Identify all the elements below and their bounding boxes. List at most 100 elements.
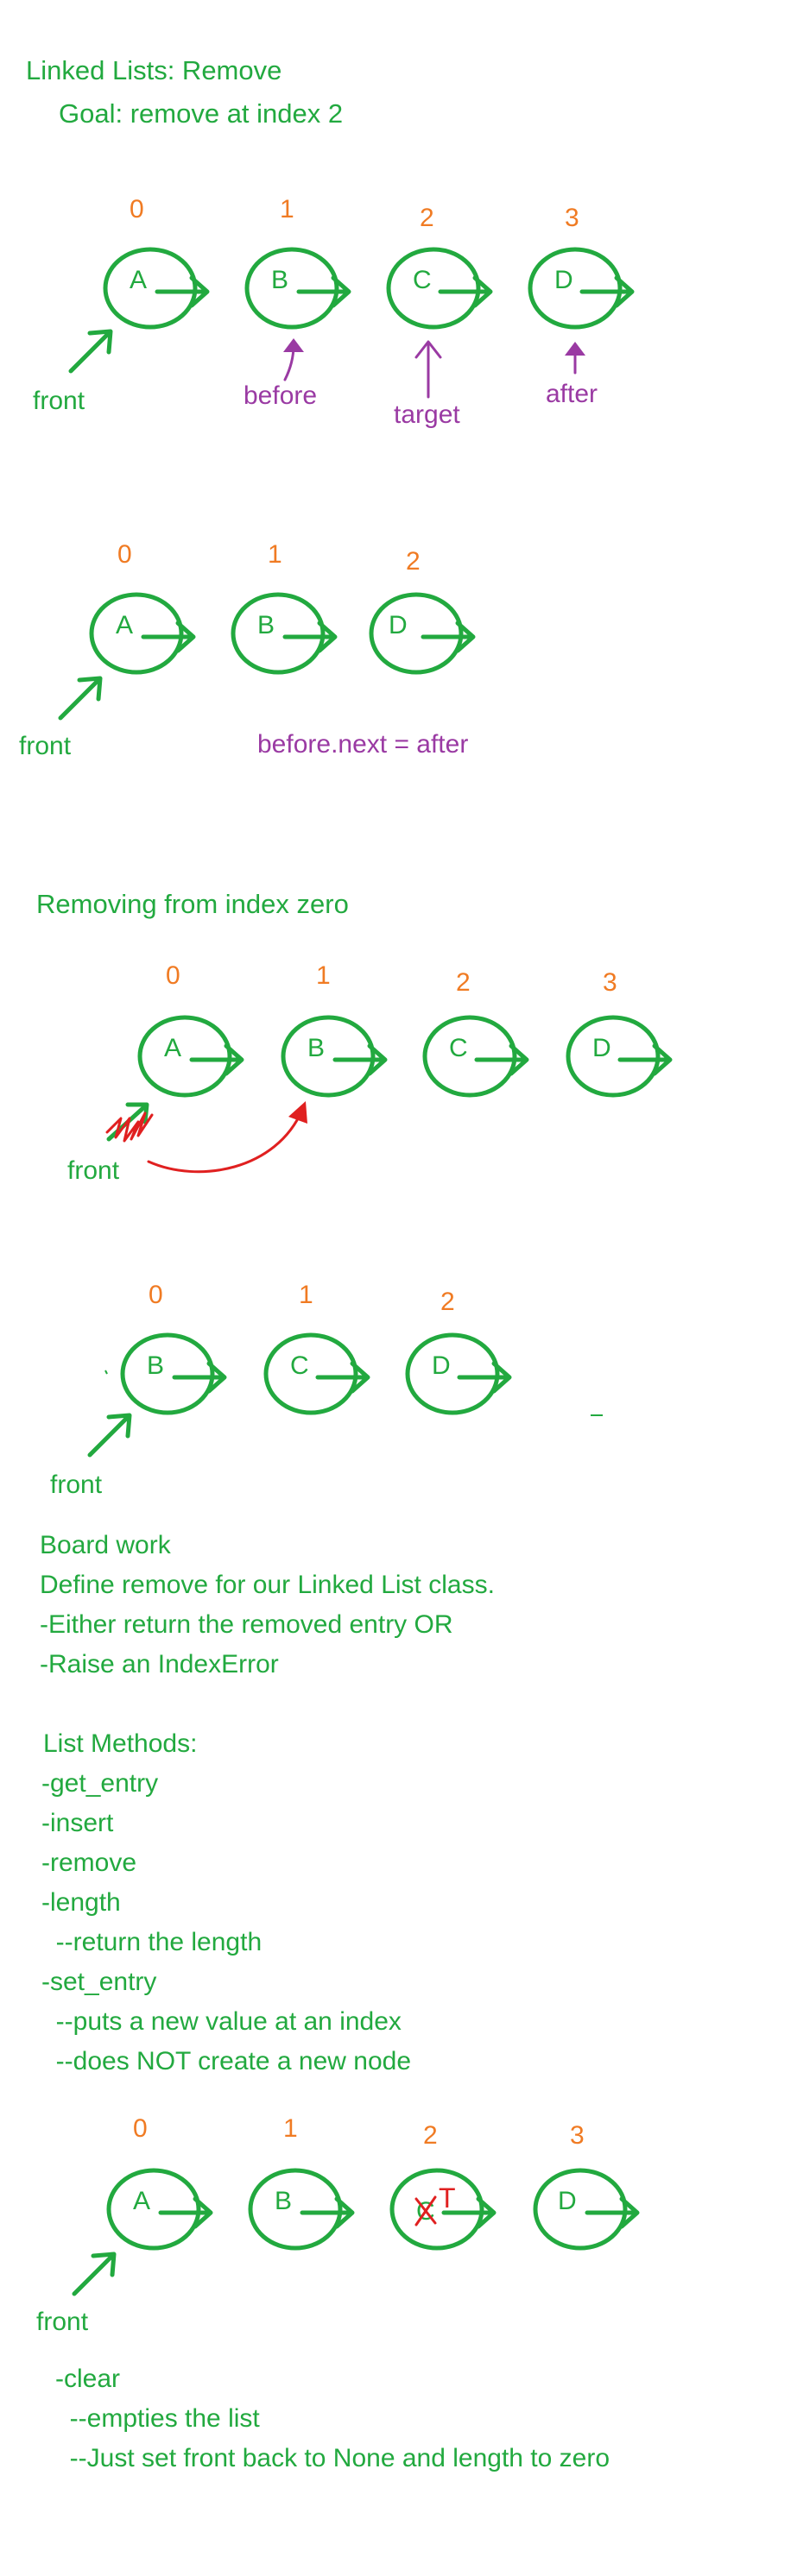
goal-text: Goal: remove at index 2: [59, 98, 343, 129]
node-value: D: [554, 266, 573, 294]
strike-out-mark: [414, 2195, 437, 2226]
replacement-value: T: [439, 2182, 456, 2214]
front-label: front: [36, 2308, 89, 2336]
list-methods-line: --puts a new value at an index: [41, 2007, 402, 2036]
next-arrow: [285, 623, 335, 651]
node-circle: [248, 2168, 343, 2251]
next-arrow: [161, 2199, 211, 2226]
clear-line: -clear: [55, 2365, 120, 2393]
after-pointer-head: [565, 342, 585, 356]
list-methods-line: --does NOT create a new node: [41, 2047, 411, 2075]
diagram-remove-index-0: 0 1 2 3 A B C D front: [67, 961, 670, 1185]
next-arrow: [299, 278, 349, 305]
front-arrow: [87, 1413, 132, 1458]
node-circle: [263, 1332, 358, 1415]
code-statement: before.next = after: [257, 730, 468, 759]
index-label: 3: [565, 204, 579, 232]
node-circle: [533, 2168, 628, 2251]
front-label: front: [19, 732, 72, 760]
node-circle: [120, 1332, 215, 1415]
node-circle: [106, 2168, 201, 2251]
stray-mark: [104, 1370, 108, 1375]
clear-line: --Just set front back to None and length…: [55, 2444, 610, 2472]
node-value: B: [271, 266, 288, 294]
node-value: A: [130, 266, 147, 294]
next-arrow: [143, 623, 193, 651]
front-arrow: [72, 2252, 117, 2296]
index-label: 0: [133, 2114, 148, 2143]
node-value: A: [133, 2187, 150, 2215]
node-circle: [422, 1015, 517, 1098]
index-label: 1: [299, 1281, 313, 1309]
next-arrow: [157, 278, 207, 305]
node-circle: [281, 1015, 376, 1098]
node-circle: [566, 1015, 661, 1098]
clear-section: -clear --empties the list --Just set fro…: [55, 2365, 610, 2472]
index-label: 0: [117, 540, 132, 569]
index-label: 2: [406, 547, 421, 576]
list-methods-line: -get_entry: [41, 1769, 158, 1798]
next-arrow: [302, 2199, 352, 2226]
node-circle: [137, 1015, 232, 1098]
scribble-out-mark: [105, 1112, 154, 1143]
next-arrow: [582, 278, 632, 305]
new-front-arrowhead: [288, 1101, 307, 1124]
new-front-curve-arrow: [147, 1108, 304, 1174]
next-arrow: [192, 1046, 242, 1074]
node-value: C: [290, 1351, 309, 1380]
front-arrow: [68, 329, 113, 374]
node-circle: [231, 592, 326, 675]
list-methods-line: -remove: [41, 1849, 136, 1877]
node-circle: [89, 592, 184, 675]
next-arrow: [587, 2199, 637, 2226]
node-circle: [103, 247, 198, 330]
node-value: D: [558, 2187, 577, 2215]
diagram-set-entry: 0 1 2 3 A B C T D front: [36, 2114, 637, 2336]
before-pointer-head: [283, 338, 304, 352]
list-methods-title: List Methods:: [43, 1729, 197, 1758]
node-value: A: [164, 1034, 181, 1062]
index-label: 1: [268, 540, 282, 569]
diagram-after-remove-zero: 0 1 2 B C D front: [50, 1281, 603, 1499]
index-label: 1: [283, 2114, 298, 2143]
node-value: B: [257, 611, 275, 639]
next-arrow: [318, 1364, 368, 1391]
node-value: C: [449, 1034, 468, 1062]
next-arrow: [174, 1364, 225, 1391]
node-circle: [369, 592, 464, 675]
list-methods-line: -insert: [41, 1809, 114, 1837]
board-work-line: -Either return the removed entry OR: [40, 1610, 453, 1639]
section-title-remove-zero: Removing from index zero: [36, 889, 349, 919]
after-label: after: [546, 380, 598, 408]
next-arrow: [440, 278, 490, 305]
board-work-line: Define remove for our Linked List class.: [40, 1571, 495, 1599]
front-label: front: [67, 1156, 120, 1185]
node-circle: [528, 247, 623, 330]
board-work-line: -Raise an IndexError: [40, 1650, 279, 1678]
next-arrow: [620, 1046, 670, 1074]
node-circle: [389, 2168, 484, 2251]
node-circle: [405, 1332, 500, 1415]
page-title: Linked Lists: Remove: [26, 55, 281, 85]
next-arrow: [477, 1046, 527, 1074]
index-label: 3: [603, 968, 617, 997]
target-pointer-arrow: [414, 340, 442, 399]
index-label: 2: [423, 2121, 438, 2150]
index-label: 2: [420, 204, 434, 232]
index-label: 1: [280, 195, 294, 224]
node-value: D: [432, 1351, 451, 1380]
index-label: 0: [149, 1281, 163, 1309]
board-work-section: Board work Define remove for our Linked …: [40, 1531, 495, 1678]
list-methods-line: -length: [41, 1888, 121, 1917]
clear-line: --empties the list: [55, 2404, 260, 2433]
next-arrow: [459, 1364, 509, 1391]
index-label: 2: [456, 968, 471, 997]
index-label: 2: [440, 1288, 455, 1316]
node-value: B: [147, 1351, 164, 1380]
front-label: front: [50, 1471, 103, 1499]
front-arrow: [58, 676, 103, 721]
node-value: D: [389, 611, 408, 639]
front-label: front: [33, 387, 85, 415]
diagram-after-removal: 0 1 2 A B D front before.next = after: [19, 540, 473, 760]
